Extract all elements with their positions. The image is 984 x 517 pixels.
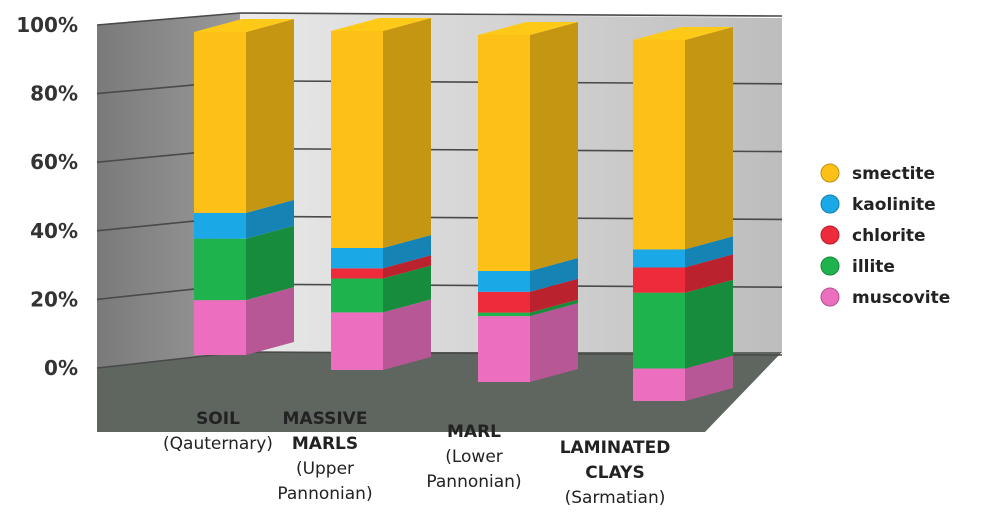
category-label-line: (Qauternary) [163,434,273,454]
bar-segment-smectite [478,22,578,271]
category-label-line: (Sarmatian) [564,488,666,508]
legend-marker [820,194,840,214]
bar-segment-chlorite [478,278,578,313]
bar-top [633,27,733,40]
bar-segment-illite [478,299,578,317]
legend-entry-muscovite: muscovite [820,287,950,308]
y-tick-label: 40% [30,219,78,243]
category-label-line: (Lower [445,447,503,467]
legend-label: muscovite [852,288,950,308]
category-label-line: (Upper [295,459,355,479]
legend-label: chlorite [852,226,926,246]
bar-segment-illite [194,225,294,301]
y-axis: 0% 20% 40% 60% 80% 100% [16,13,78,380]
bar-segment-muscovite [478,303,578,382]
category-label-line: Pannonian) [426,472,522,492]
gridline [96,12,783,26]
bar-segment-kaolinite [331,235,431,269]
bar-segment-illite [633,279,733,369]
bar-segment-muscovite [633,355,733,401]
bar-segment-chlorite [331,255,431,279]
bar-segment-muscovite [194,287,294,355]
y-tick-label: 100% [16,13,78,37]
bar-segment-smectite [194,19,294,213]
y-tick-label: 80% [30,82,78,106]
category-label-line: MASSIVE [282,409,368,429]
bar-segment-chlorite [633,254,733,293]
bar-segment-smectite [633,27,733,250]
legend-entry-chlorite: chlorite [820,225,926,246]
bar-segment-illite [331,265,431,313]
legend-label: smectite [852,164,935,184]
y-tick-label: 0% [44,356,78,380]
category-label-line: SOIL [196,409,240,429]
legend-marker [820,163,840,183]
bar-top [194,19,294,32]
bar-top [478,22,578,35]
bars [194,18,733,401]
legend-entry-illite: illite [820,256,895,277]
category-label-line: LAMINATED [559,438,671,458]
category-label-line: MARLS [291,434,359,454]
floor [97,352,782,432]
category-label-line: MARL [447,422,501,442]
category-label-line: Pannonian) [277,484,373,504]
bar-segment-kaolinite [478,258,578,292]
legend-entry-smectite: smectite [820,163,935,184]
legend-marker [820,256,840,276]
legend-marker [820,287,840,307]
bar-top [331,18,431,31]
legend-entry-kaolinite: kaolinite [820,194,936,215]
bar-segment-muscovite [331,299,431,370]
bar-segment-smectite [331,18,431,248]
y-tick-label: 20% [30,287,78,311]
legend-marker [820,225,840,245]
bar-segment-kaolinite [194,199,294,239]
category-label-line: CLAYS [585,463,645,483]
legend: smectite kaolinite chlorite illite muscovite [820,163,950,308]
legend-label: illite [852,257,895,277]
legend-label: kaolinite [852,195,936,215]
y-tick-label: 60% [30,150,78,174]
bar-segment-kaolinite [633,236,733,268]
